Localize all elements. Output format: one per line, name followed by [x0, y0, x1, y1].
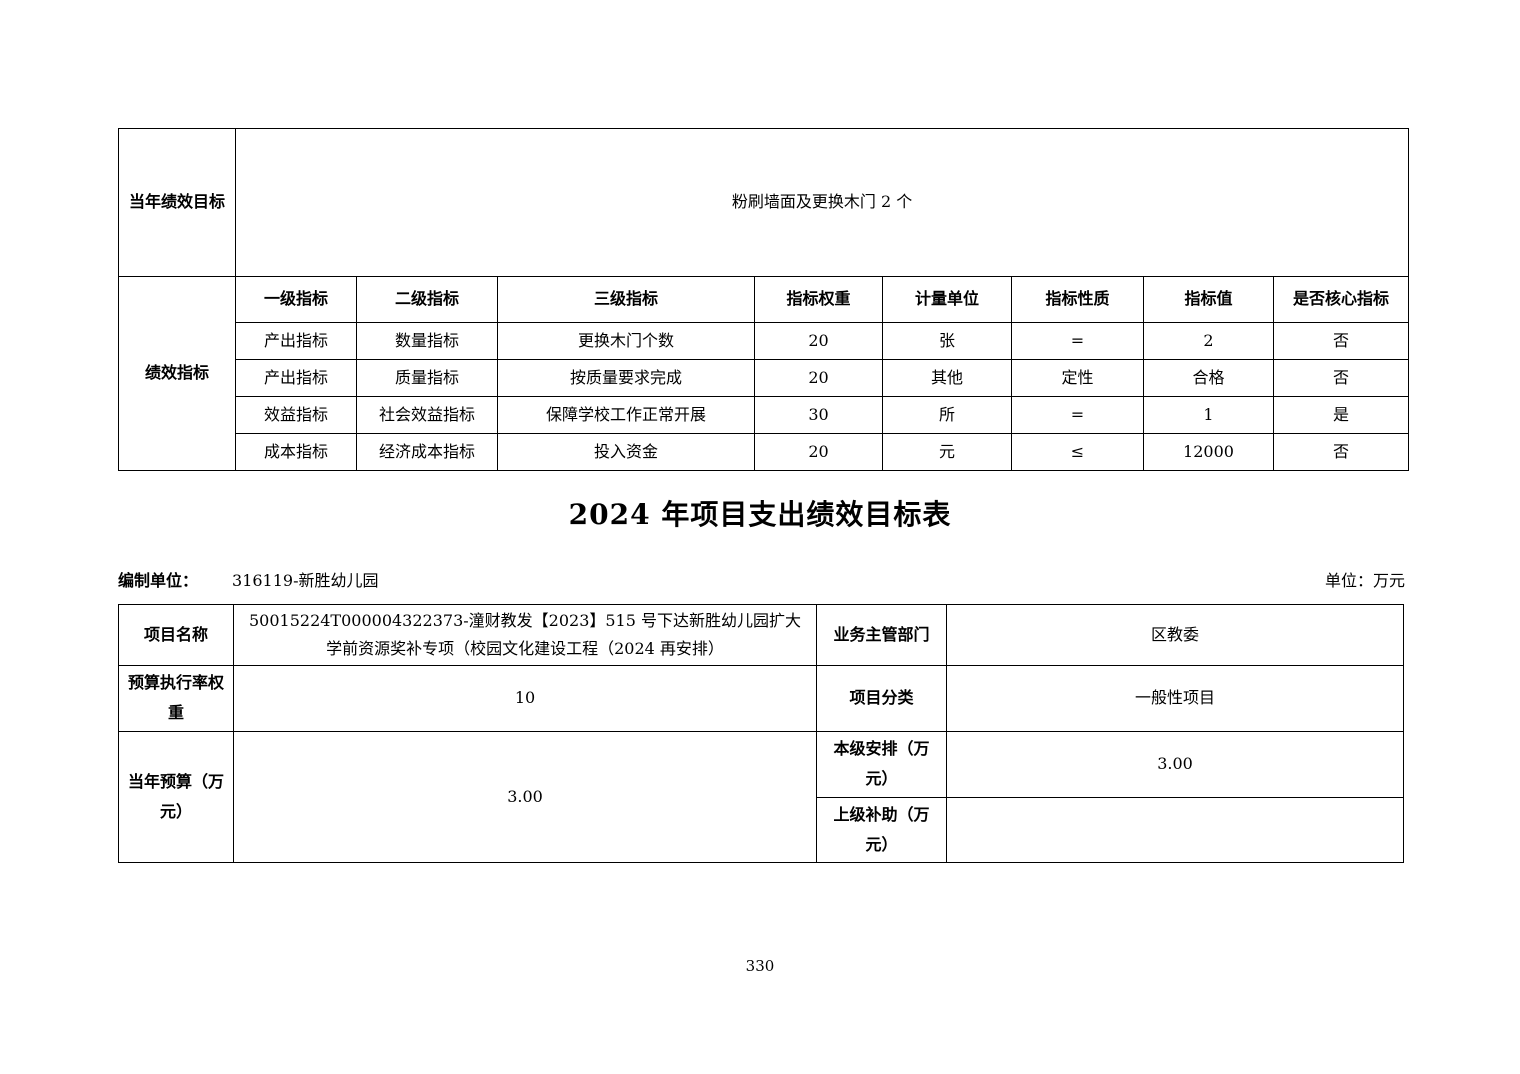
cell-unit: 其他	[882, 359, 1012, 397]
cell-level1: 产出指标	[235, 359, 357, 397]
category-value: 一般性项目	[946, 665, 1404, 732]
prepared-by-label: 编制单位：	[118, 571, 199, 590]
dept-value: 区教委	[946, 604, 1404, 666]
table-row: 项目名称 50015224T000004322373-潼财教发【2023】515…	[118, 604, 1404, 666]
col-header-level1: 一级指标	[235, 276, 357, 323]
cell-level2: 社会效益指标	[356, 396, 498, 434]
project-name-label: 项目名称	[118, 604, 234, 666]
table-row: 产出指标 质量指标 按质量要求完成 20 其他 定性 合格 否	[119, 359, 1410, 397]
currency-unit-note: 单位：万元	[1324, 571, 1405, 590]
cell-weight: 20	[754, 359, 883, 397]
col-header-weight: 指标权重	[754, 276, 883, 323]
cell-level3: 保障学校工作正常开展	[497, 396, 755, 434]
cell-weight: 20	[754, 322, 883, 360]
cell-core: 否	[1272, 322, 1410, 360]
cell-value: 12000	[1143, 433, 1274, 471]
local-arrangement-value: 3.00	[946, 730, 1404, 798]
cell-unit: 张	[882, 322, 1012, 360]
project-budget-table: 项目名称 50015224T000004322373-潼财教发【2023】515…	[118, 604, 1404, 864]
col-header-level2: 二级指标	[356, 276, 498, 323]
cell-nature: ≤	[1011, 433, 1144, 471]
higher-subsidy-label: 上级补助（万元）	[816, 796, 947, 864]
cell-weight: 30	[754, 396, 883, 434]
annual-budget-label: 当年预算（万元）	[118, 730, 234, 864]
cell-level3: 更换木门个数	[497, 322, 755, 360]
cell-nature: 定性	[1011, 359, 1144, 397]
table-row: 产出指标 数量指标 更换木门个数 20 张 = 2 否	[119, 322, 1410, 360]
table-row: 效益指标 社会效益指标 保障学校工作正常开展 30 所 = 1 是	[119, 396, 1410, 434]
cell-level3: 投入资金	[497, 433, 755, 471]
cell-level1: 效益指标	[235, 396, 357, 434]
cell-core: 否	[1272, 359, 1410, 397]
higher-subsidy-value	[946, 796, 1404, 864]
annual-budget-value: 3.00	[233, 730, 817, 864]
col-header-nature: 指标性质	[1011, 276, 1144, 323]
page-title: 2024 年项目支出绩效目标表	[568, 498, 952, 531]
cell-level1: 成本指标	[235, 433, 357, 471]
table-row: 预算执行率权重 10 项目分类 一般性项目	[118, 665, 1404, 732]
table-row: 当年绩效目标 粉刷墙面及更换木门 2 个	[118, 128, 1410, 277]
cell-value: 2	[1143, 322, 1274, 360]
performance-indicators-table: 当年绩效目标 粉刷墙面及更换木门 2 个 绩效指标 一级指标 二级指标 三级指标…	[118, 128, 1410, 471]
cell-unit: 元	[882, 433, 1012, 471]
col-header-value: 指标值	[1143, 276, 1274, 323]
cell-core: 否	[1272, 433, 1410, 471]
table-row: 成本指标 经济成本指标 投入资金 20 元 ≤ 12000 否	[119, 433, 1410, 471]
meta-row: 编制单位： 316119-新胜幼儿园 单位：万元	[118, 567, 1405, 591]
col-header-unit: 计量单位	[882, 276, 1012, 323]
table-row: 上级补助（万元）	[119, 796, 1404, 864]
col-header-core: 是否核心指标	[1272, 276, 1410, 323]
local-arrangement-label: 本级安排（万元）	[816, 730, 947, 798]
cell-nature: =	[1011, 322, 1144, 360]
prepared-by-value: 316119-新胜幼儿园	[232, 571, 379, 590]
cell-level2: 数量指标	[356, 322, 498, 360]
cell-level3: 按质量要求完成	[497, 359, 755, 397]
cell-level1: 产出指标	[235, 322, 357, 360]
cell-level2: 质量指标	[356, 359, 498, 397]
cell-unit: 所	[882, 396, 1012, 434]
section-label: 绩效指标	[118, 276, 236, 471]
cell-nature: =	[1011, 396, 1144, 434]
cell-value: 合格	[1143, 359, 1274, 397]
page-number: 330	[745, 957, 775, 975]
cell-weight: 20	[754, 433, 883, 471]
table-header-row: 绩效指标 一级指标 二级指标 三级指标 指标权重 计量单位 指标性质 指标值 是…	[118, 276, 1410, 471]
exec-weight-label: 预算执行率权重	[118, 665, 234, 732]
annual-goal-label: 当年绩效目标	[118, 128, 236, 277]
project-name-value: 50015224T000004322373-潼财教发【2023】515 号下达新…	[233, 604, 817, 666]
exec-weight-value: 10	[233, 665, 817, 732]
cell-level2: 经济成本指标	[356, 433, 498, 471]
col-header-level3: 三级指标	[497, 276, 755, 323]
dept-label: 业务主管部门	[816, 604, 947, 666]
cell-core: 是	[1272, 396, 1410, 434]
category-label: 项目分类	[816, 665, 947, 732]
annual-goal-value: 粉刷墙面及更换木门 2 个	[234, 128, 1410, 277]
table-row: 当年预算（万元） 3.00 本级安排（万元） 3.00	[118, 730, 1404, 864]
cell-value: 1	[1143, 396, 1274, 434]
